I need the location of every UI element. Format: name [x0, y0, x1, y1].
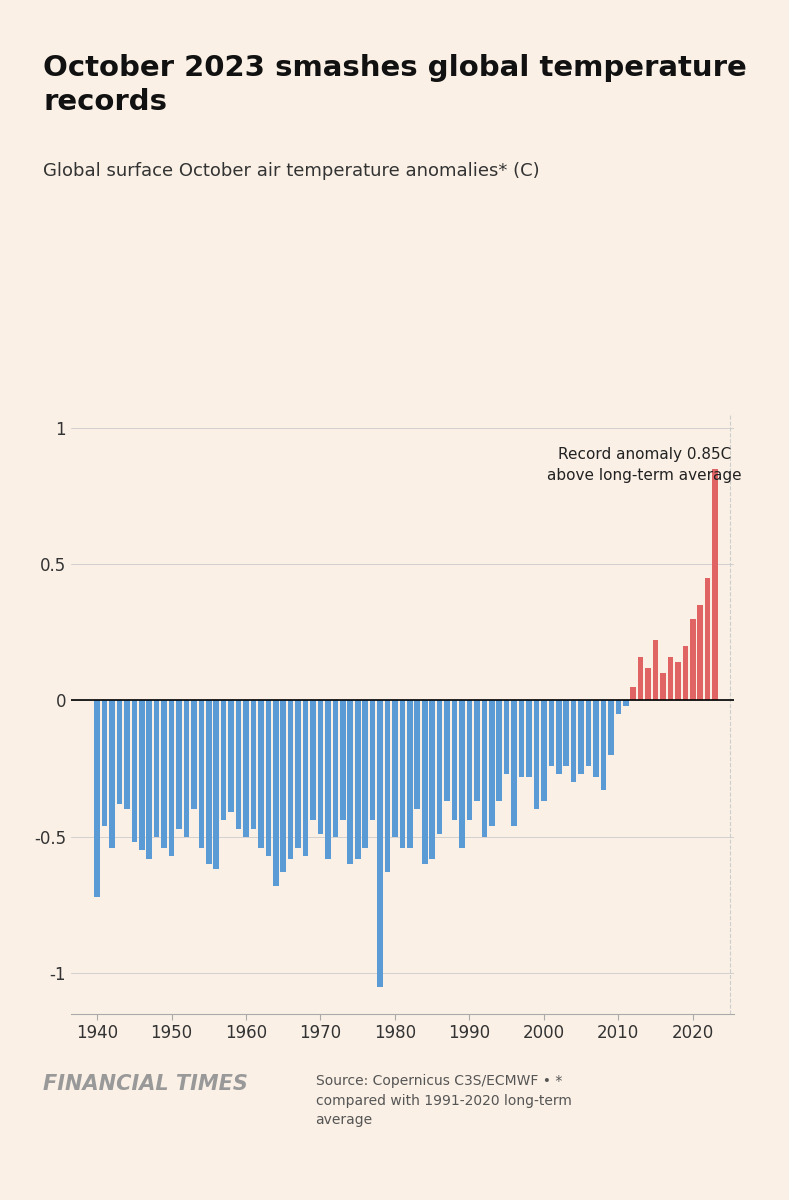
- Bar: [600, 701, 606, 791]
- Bar: [518, 701, 525, 776]
- Bar: [489, 701, 495, 826]
- Bar: [318, 701, 323, 834]
- Bar: [206, 701, 211, 864]
- Bar: [414, 701, 420, 810]
- Bar: [682, 646, 688, 701]
- Bar: [184, 701, 189, 836]
- Bar: [295, 701, 301, 847]
- Bar: [556, 701, 562, 774]
- Bar: [251, 701, 256, 828]
- Bar: [452, 701, 458, 821]
- Bar: [109, 701, 114, 847]
- Bar: [608, 701, 614, 755]
- Bar: [541, 701, 547, 802]
- Bar: [585, 701, 591, 766]
- Text: Global surface October air temperature anomalies* (C): Global surface October air temperature a…: [43, 162, 540, 180]
- Text: Record anomaly 0.85C
above long-term average: Record anomaly 0.85C above long-term ave…: [547, 446, 742, 482]
- Bar: [638, 656, 644, 701]
- Bar: [236, 701, 241, 828]
- Bar: [191, 701, 196, 810]
- Bar: [94, 701, 100, 896]
- Bar: [667, 656, 673, 701]
- Bar: [690, 618, 696, 701]
- Bar: [362, 701, 368, 847]
- Bar: [399, 701, 406, 847]
- Bar: [563, 701, 569, 766]
- Bar: [228, 701, 234, 812]
- Bar: [333, 701, 338, 836]
- Bar: [288, 701, 294, 858]
- Bar: [132, 701, 137, 842]
- Bar: [214, 701, 219, 870]
- Bar: [697, 605, 703, 701]
- Bar: [548, 701, 554, 766]
- Bar: [660, 673, 666, 701]
- Bar: [444, 701, 450, 802]
- Bar: [266, 701, 271, 856]
- Bar: [273, 701, 279, 886]
- Bar: [526, 701, 532, 776]
- Bar: [615, 701, 621, 714]
- Bar: [474, 701, 480, 802]
- Bar: [280, 701, 286, 872]
- Bar: [221, 701, 226, 821]
- Bar: [422, 701, 428, 864]
- Bar: [325, 701, 331, 858]
- Bar: [593, 701, 599, 776]
- Text: Source: Copernicus C3S/ECMWF • *
compared with 1991-2020 long-term
average: Source: Copernicus C3S/ECMWF • * compare…: [316, 1074, 571, 1127]
- Bar: [511, 701, 517, 826]
- Bar: [571, 701, 577, 782]
- Bar: [437, 701, 443, 834]
- Bar: [466, 701, 472, 821]
- Bar: [385, 701, 391, 872]
- Bar: [310, 701, 316, 821]
- Bar: [630, 686, 636, 701]
- Bar: [154, 701, 159, 836]
- Bar: [705, 577, 711, 701]
- Bar: [169, 701, 174, 856]
- Bar: [139, 701, 144, 851]
- Bar: [176, 701, 181, 828]
- Bar: [496, 701, 502, 802]
- Bar: [459, 701, 465, 847]
- Bar: [303, 701, 308, 856]
- Text: FINANCIAL TIMES: FINANCIAL TIMES: [43, 1074, 249, 1094]
- Bar: [392, 701, 398, 836]
- Bar: [504, 701, 510, 774]
- Bar: [355, 701, 361, 858]
- Bar: [712, 468, 718, 701]
- Bar: [370, 701, 376, 821]
- Bar: [578, 701, 584, 774]
- Bar: [199, 701, 204, 847]
- Bar: [117, 701, 122, 804]
- Bar: [675, 662, 681, 701]
- Bar: [533, 701, 539, 810]
- Bar: [102, 701, 107, 826]
- Bar: [623, 701, 629, 706]
- Bar: [407, 701, 413, 847]
- Bar: [147, 701, 152, 858]
- Bar: [429, 701, 435, 858]
- Bar: [481, 701, 487, 836]
- Bar: [645, 667, 651, 701]
- Bar: [124, 701, 129, 810]
- Bar: [347, 701, 353, 864]
- Bar: [243, 701, 249, 836]
- Bar: [653, 641, 658, 701]
- Bar: [377, 701, 383, 986]
- Bar: [258, 701, 264, 847]
- Bar: [161, 701, 167, 847]
- Bar: [340, 701, 346, 821]
- Text: October 2023 smashes global temperature
records: October 2023 smashes global temperature …: [43, 54, 747, 115]
